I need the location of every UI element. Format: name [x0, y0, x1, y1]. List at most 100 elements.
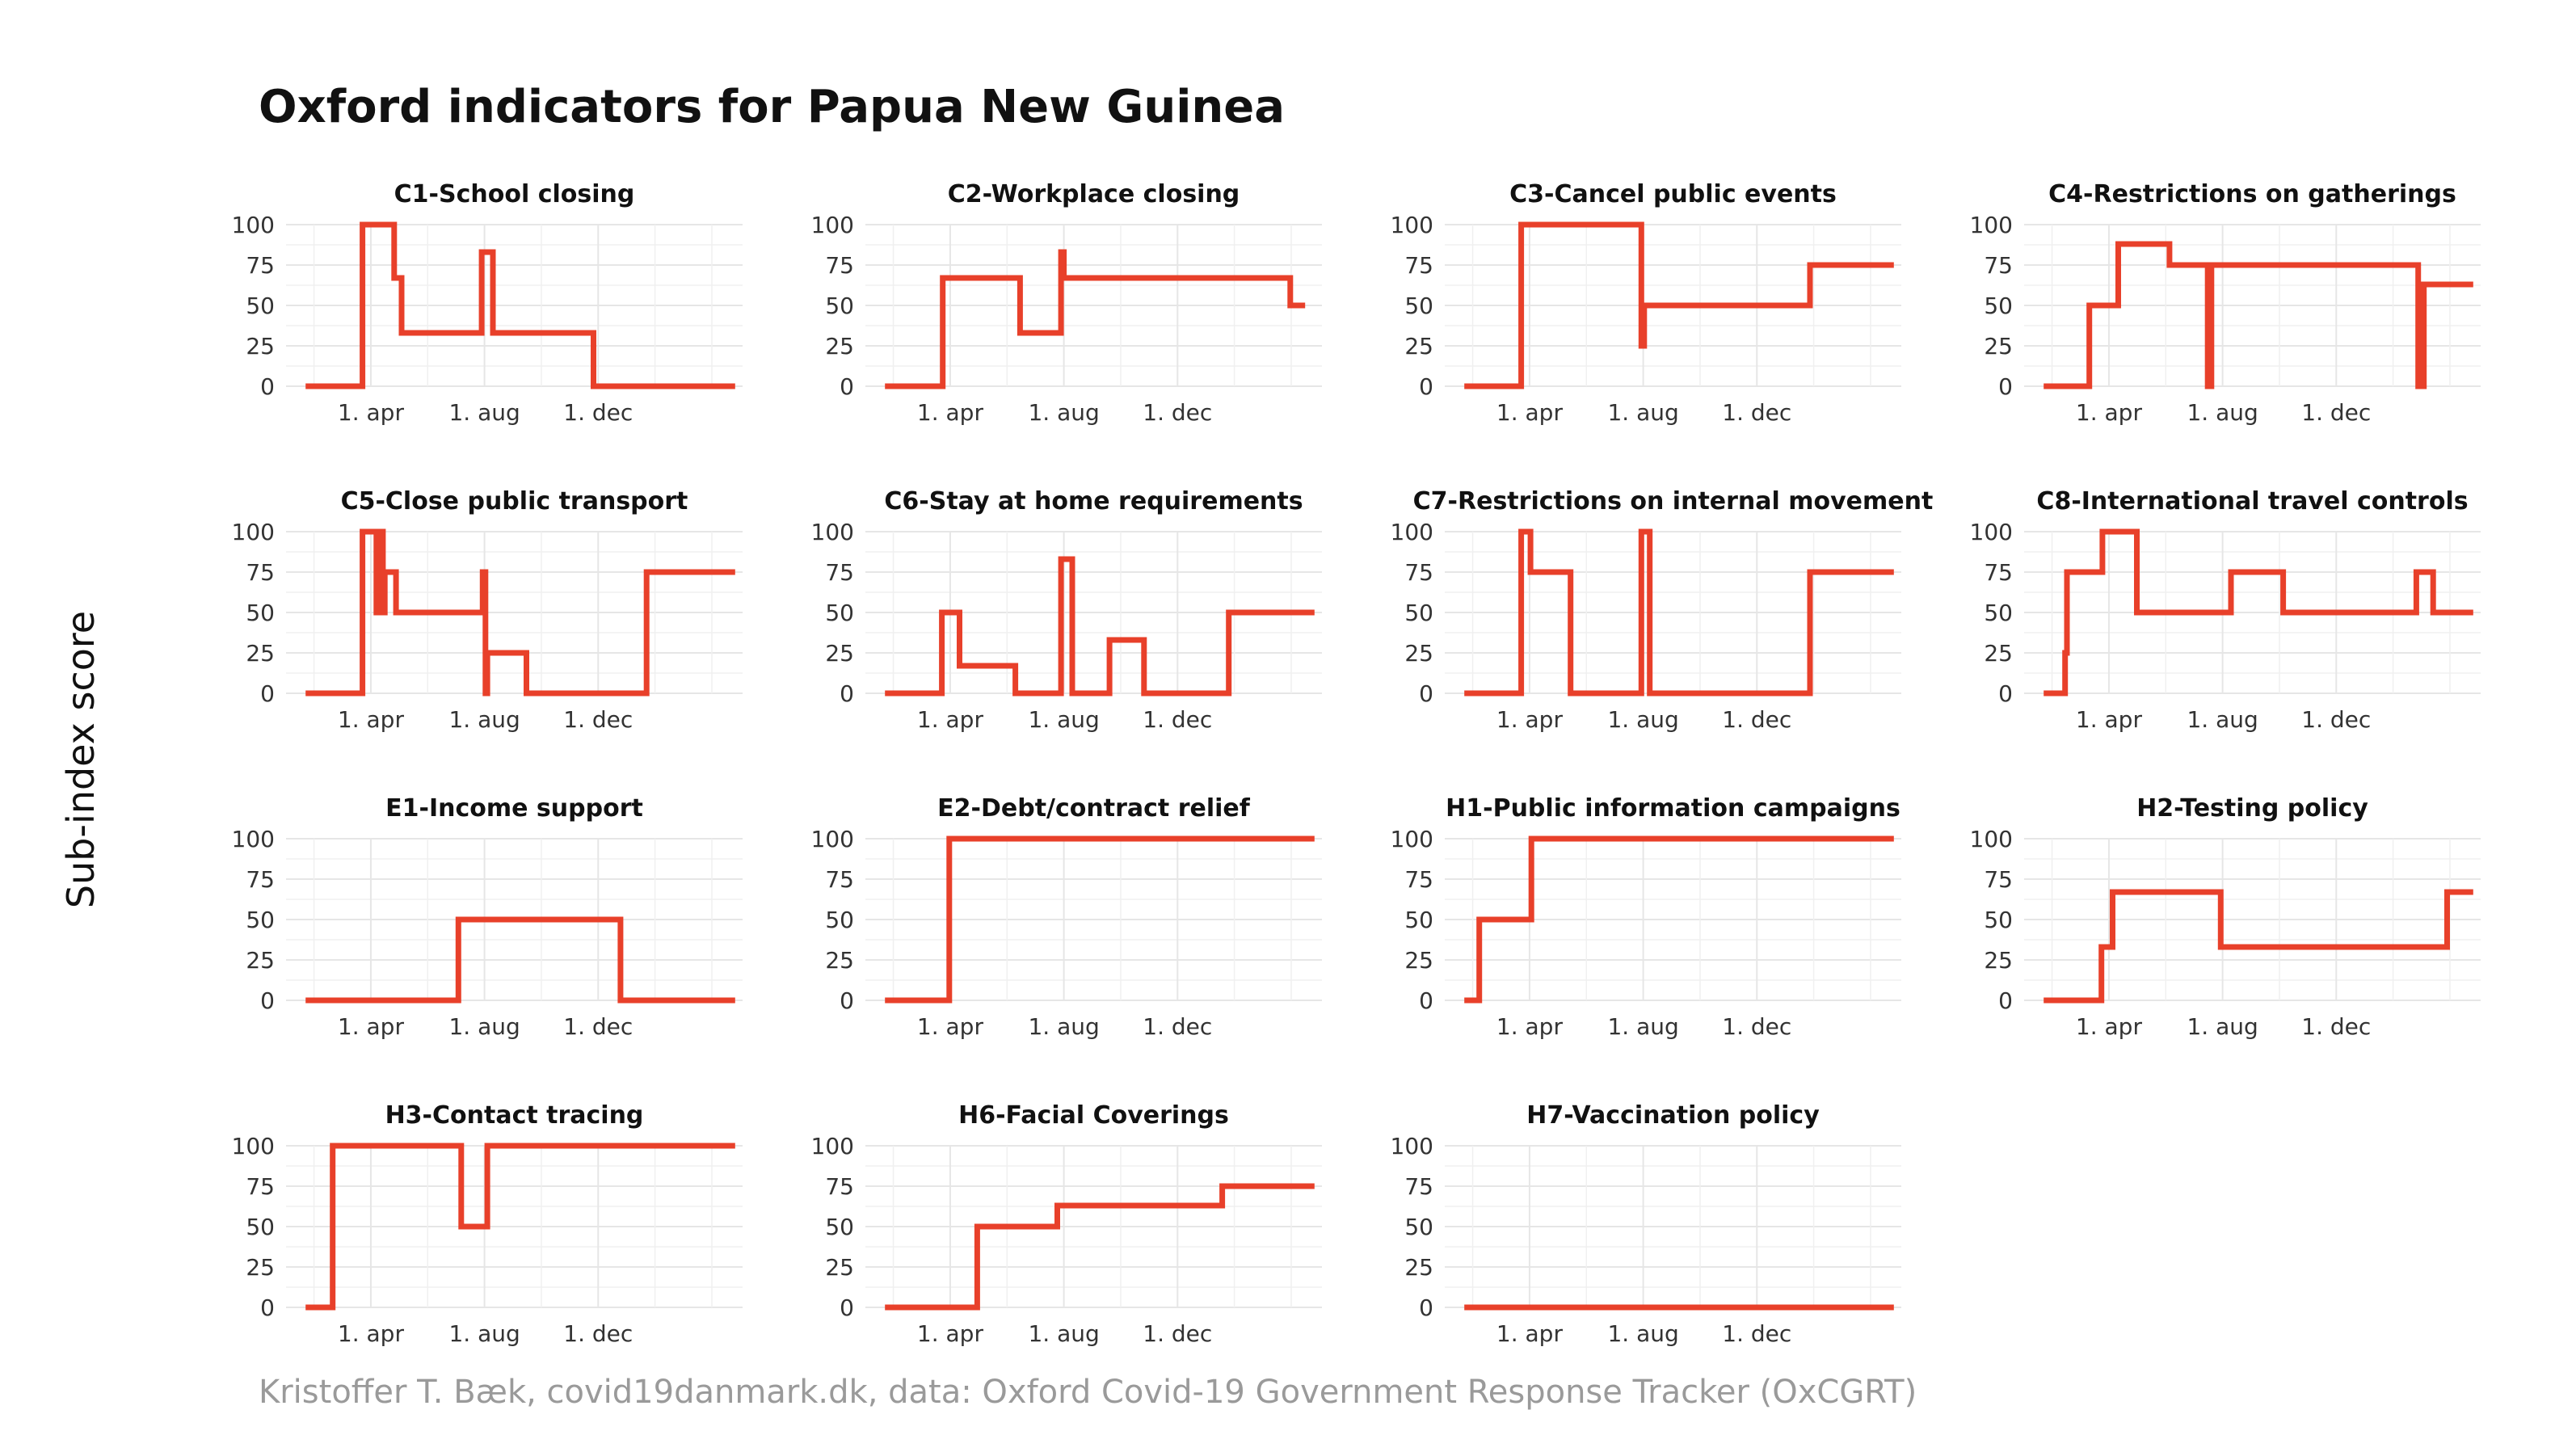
- y-tick-label: 0: [840, 987, 854, 1014]
- y-tick-label: 0: [840, 680, 854, 707]
- x-tick-label: 1. dec: [563, 399, 633, 426]
- y-tick-label: 75: [1404, 559, 1433, 586]
- x-tick-label: 1. apr: [338, 399, 405, 426]
- y-tick-label: 100: [811, 212, 854, 238]
- y-tick-label: 0: [1998, 680, 2013, 707]
- y-tick-label: 50: [1404, 600, 1433, 626]
- y-tick-label: 0: [1419, 373, 1433, 400]
- panel-c8: 0 25 50 75 100 1. apr 1. aug 1. dec C8-Internati…: [1970, 487, 2481, 733]
- x-tick-label: 1. dec: [1722, 1013, 1791, 1040]
- x-tick-label: 1. apr: [917, 706, 984, 733]
- y-tick-label: 75: [1404, 866, 1433, 893]
- x-tick-label: 1. apr: [2076, 706, 2143, 733]
- x-tick-label: 1. aug: [1028, 1320, 1099, 1347]
- x-tick-label: 1. apr: [1496, 1013, 1564, 1040]
- series-line: [305, 528, 735, 697]
- series-line: [885, 556, 1315, 697]
- panel-title: C2-Workplace closing: [948, 180, 1240, 208]
- x-tick-label: 1. dec: [1722, 706, 1791, 733]
- panel-title: C3-Cancel public events: [1509, 180, 1837, 208]
- y-tick-label: 50: [825, 293, 854, 319]
- x-tick-label: 1. apr: [2076, 1013, 2143, 1040]
- x-tick-label: 1. dec: [1143, 399, 1212, 426]
- x-tick-label: 1. apr: [338, 1013, 405, 1040]
- y-tick-label: 75: [246, 559, 275, 586]
- x-tick-label: 1. aug: [448, 1013, 520, 1040]
- y-tick-label: 0: [260, 1294, 275, 1321]
- panel-title: H7-Vaccination policy: [1526, 1101, 1820, 1130]
- y-tick-label: 0: [1998, 373, 2013, 400]
- x-tick-label: 1. apr: [1496, 706, 1564, 733]
- y-tick-label: 0: [1419, 1294, 1433, 1321]
- y-tick-label: 100: [1391, 1133, 1433, 1160]
- panel-h2: 0 25 50 75 100 1. apr 1. aug 1. dec H2-Testing p…: [1970, 794, 2481, 1040]
- x-tick-label: 1. dec: [1722, 399, 1791, 426]
- x-tick-label: 1. aug: [1028, 399, 1099, 426]
- x-tick-label: 1. apr: [338, 706, 405, 733]
- x-tick-label: 1. aug: [448, 399, 520, 426]
- series-line: [2044, 889, 2473, 1004]
- x-tick-label: 1. aug: [1607, 706, 1678, 733]
- y-tick-label: 75: [825, 1173, 854, 1200]
- y-tick-label: 25: [825, 1254, 854, 1281]
- x-tick-label: 1. dec: [1722, 1320, 1791, 1347]
- y-tick-label: 100: [1970, 826, 2013, 852]
- y-tick-label: 0: [840, 1294, 854, 1321]
- y-tick-label: 25: [246, 947, 275, 974]
- y-tick-label: 100: [1391, 519, 1433, 545]
- x-tick-label: 1. aug: [448, 706, 520, 733]
- panel-e2: 0 25 50 75 100 1. apr 1. aug 1. dec E2-Debt/cont…: [811, 794, 1322, 1040]
- series-line: [2044, 528, 2473, 697]
- panel-title: H1-Public information campaigns: [1446, 794, 1900, 823]
- x-tick-label: 1. dec: [1143, 706, 1212, 733]
- panel-title: E1-Income support: [385, 794, 643, 823]
- x-tick-label: 1. dec: [563, 706, 633, 733]
- x-tick-label: 1. dec: [1143, 1320, 1212, 1347]
- y-tick-label: 25: [1404, 333, 1433, 360]
- x-tick-label: 1. aug: [448, 1320, 520, 1347]
- y-tick-label: 100: [1970, 519, 2013, 545]
- panel-title: C5-Close public transport: [341, 487, 688, 516]
- y-tick-label: 75: [1404, 1173, 1433, 1200]
- series-line: [1464, 835, 1894, 1004]
- y-tick-label: 75: [1984, 866, 2013, 893]
- y-tick-label: 0: [1419, 680, 1433, 707]
- y-tick-label: 25: [1404, 1254, 1433, 1281]
- series-line: [305, 916, 735, 1004]
- y-tick-label: 100: [232, 212, 275, 238]
- y-tick-label: 50: [1984, 293, 2013, 319]
- x-tick-label: 1. aug: [1028, 1013, 1099, 1040]
- y-tick-label: 0: [260, 373, 275, 400]
- y-tick-label: 25: [246, 640, 275, 667]
- panel-e1: 0 25 50 75 100 1. apr 1. aug 1. dec E1-Income su…: [232, 794, 743, 1040]
- y-tick-label: 50: [825, 907, 854, 933]
- y-tick-label: 75: [1984, 252, 2013, 279]
- x-tick-label: 1. apr: [2076, 399, 2143, 426]
- panel-title: H6-Facial Coverings: [958, 1101, 1229, 1130]
- y-tick-label: 50: [825, 1214, 854, 1240]
- panel-title: C1-School closing: [394, 180, 635, 208]
- y-tick-label: 50: [1404, 293, 1433, 319]
- series-line: [305, 221, 735, 389]
- y-tick-label: 100: [811, 519, 854, 545]
- y-tick-label: 75: [246, 866, 275, 893]
- panel-h6: 0 25 50 75 100 1. apr 1. aug 1. dec H6-Facial Co…: [811, 1101, 1322, 1347]
- y-tick-label: 100: [232, 519, 275, 545]
- panel-title: E2-Debt/contract relief: [937, 794, 1251, 823]
- y-tick-label: 50: [246, 600, 275, 626]
- y-tick-label: 50: [246, 293, 275, 319]
- y-tick-label: 100: [1970, 212, 2013, 238]
- series-line: [885, 249, 1306, 389]
- y-tick-label: 100: [1391, 826, 1433, 852]
- x-tick-label: 1. dec: [563, 1320, 633, 1347]
- panel-h1: 0 25 50 75 100 1. apr 1. aug 1. dec H1-Public in…: [1391, 794, 1901, 1040]
- x-tick-label: 1. dec: [1143, 1013, 1212, 1040]
- panel-h7: 0 25 50 75 100 1. apr 1. aug 1. dec H7-Vaccinati…: [1391, 1101, 1901, 1347]
- series-line: [885, 835, 1315, 1004]
- panel-c6: 0 25 50 75 100 1. apr 1. aug 1. dec C6-Stay at h…: [811, 487, 1322, 733]
- y-tick-label: 100: [811, 826, 854, 852]
- y-tick-label: 100: [811, 1133, 854, 1160]
- x-tick-label: 1. aug: [1028, 706, 1099, 733]
